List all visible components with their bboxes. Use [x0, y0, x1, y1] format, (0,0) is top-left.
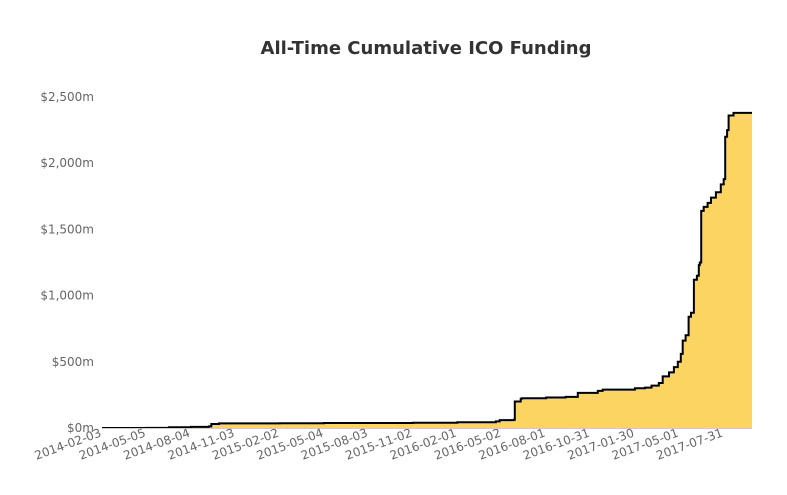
funding-line: [102, 111, 752, 429]
y-tick-label: $0m: [67, 421, 94, 435]
y-tick-label: $2,000m: [40, 156, 94, 170]
area-layer: [102, 111, 752, 429]
y-tick-label: $2,500m: [40, 90, 94, 104]
y-tick-label: $500m: [52, 355, 94, 369]
y-tick-label: $1,500m: [40, 222, 94, 236]
y-tick-label: $1,000m: [40, 289, 94, 303]
chart-title: All-Time Cumulative ICO Funding: [260, 38, 592, 59]
funding-area: [102, 112, 752, 429]
